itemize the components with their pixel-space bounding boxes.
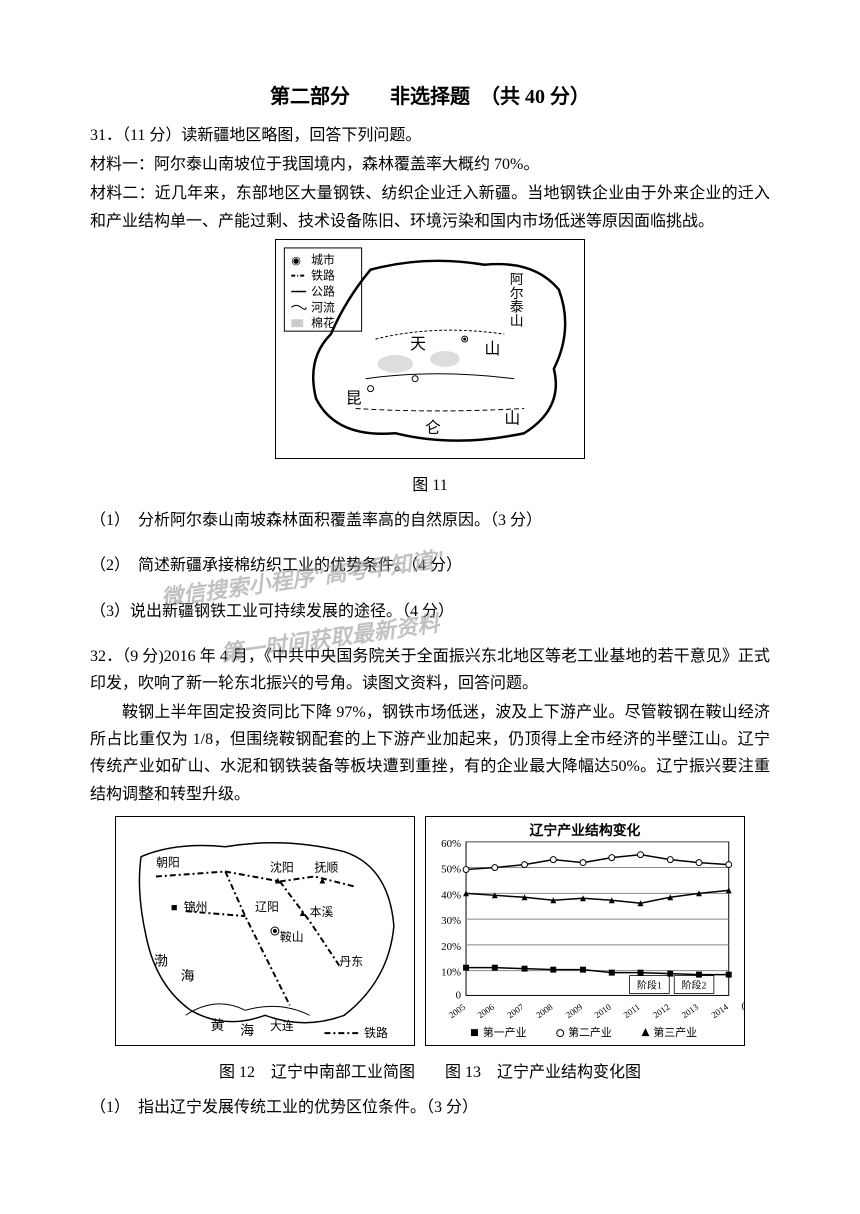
svg-text:阿尔泰山: 阿尔泰山	[507, 271, 524, 327]
svg-text:海: 海	[181, 968, 195, 984]
svg-text:◉: ◉	[291, 255, 301, 267]
svg-text:鞍山: 鞍山	[280, 930, 304, 944]
svg-text:丹东: 丹东	[339, 955, 363, 969]
section-title: 第二部分 非选择题 （共 40 分）	[90, 80, 770, 114]
svg-text:阶段2: 阶段2	[682, 978, 707, 991]
svg-text:棉花: 棉花	[311, 316, 335, 330]
q31-sub1: （1） 分析阿尔泰山南坡森林面积覆盖率高的自然原因。（3 分）	[90, 507, 770, 534]
svg-text:山: 山	[504, 409, 520, 427]
map12-svg: 朝阳 ■锦州 沈阳▲ 抚顺▲ 辽阳 本溪▲ 鞍山 丹东 大连 渤 海 黄 海 铁…	[115, 816, 415, 1046]
figures-row: 朝阳 ■锦州 沈阳▲ 抚顺▲ 辽阳 本溪▲ 鞍山 丹东 大连 渤 海 黄 海 铁…	[90, 816, 770, 1055]
svg-text:朝阳: 朝阳	[156, 855, 180, 869]
q31-material1: 材料一：阿尔泰山南坡位于我国境内，森林覆盖率大概约 70%。	[90, 151, 770, 178]
svg-text:40%: 40%	[441, 889, 461, 901]
svg-text:大连: 大连	[270, 1019, 294, 1033]
svg-text:本溪: 本溪	[310, 905, 334, 919]
svg-text:公路: 公路	[311, 284, 335, 298]
q31-sub2: （2） 简述新疆承接棉纺织工业的优势条件。（4 分）	[90, 552, 770, 579]
svg-text:城市: 城市	[311, 253, 335, 267]
q32-sub1: （1） 指出辽宁发展传统工业的优势区位条件。（3 分）	[90, 1094, 770, 1121]
svg-text:黄: 黄	[210, 1018, 224, 1034]
svg-text:沈阳: 沈阳	[270, 860, 294, 874]
svg-text:河流: 河流	[311, 300, 335, 314]
svg-text:■: ■	[171, 902, 178, 914]
svg-text:60%: 60%	[441, 838, 461, 850]
q31-sub3: （3）说出新疆钢铁工业可持续发展的途径。（4 分）	[90, 598, 770, 625]
svg-text:辽宁产业结构变化: 辽宁产业结构变化	[530, 822, 641, 839]
fig11-caption: 图 11	[90, 472, 770, 499]
q31-header: 31．（11 分）读新疆地区略图，回答下列问题。	[90, 122, 770, 149]
q31-material2: 材料二：近几年来，东部地区大量钢铁、纺织企业迁入新疆。当地钢铁企业由于外来企业的…	[90, 180, 770, 234]
svg-text:(年): (年)	[742, 998, 745, 1011]
svg-text:▲: ▲	[298, 908, 308, 919]
svg-text:辽阳: 辽阳	[255, 900, 279, 914]
svg-text:10%: 10%	[441, 966, 461, 978]
chart13-svg: 辽宁产业结构变化 60% 50% 40% 30% 20% 10% 0 阶段1 阶…	[425, 816, 745, 1046]
svg-text:▲: ▲	[273, 875, 283, 886]
svg-text:50%: 50%	[441, 863, 461, 875]
svg-text:20%: 20%	[441, 941, 461, 953]
svg-text:0: 0	[456, 989, 462, 1001]
svg-text:▲: ▲	[318, 875, 328, 886]
svg-text:仑: 仑	[425, 419, 441, 437]
caption-row: 图 12 辽宁中南部工业简图 图 13 辽宁产业结构变化图	[90, 1059, 770, 1086]
fig12-caption: 图 12 辽宁中南部工业简图	[219, 1059, 415, 1086]
svg-text:抚顺: 抚顺	[315, 860, 339, 874]
svg-text:锦州: 锦州	[184, 900, 208, 914]
svg-text:昆: 昆	[346, 390, 362, 407]
svg-text:第三产业: 第三产业	[653, 1025, 697, 1039]
fig13-caption: 图 13 辽宁产业结构变化图	[445, 1059, 641, 1086]
svg-text:铁路: 铁路	[364, 1026, 388, 1040]
svg-text:第二产业: 第二产业	[568, 1025, 612, 1039]
map11-svg: ◉ 城市 铁路 公路 河流 棉花 阿尔泰山 天 山 昆 仑 山	[275, 239, 585, 459]
svg-text:阶段1: 阶段1	[637, 978, 662, 991]
svg-text:山: 山	[485, 340, 501, 358]
svg-text:渤: 渤	[154, 954, 168, 970]
svg-text:海: 海	[240, 1023, 254, 1039]
svg-text:天: 天	[410, 336, 426, 353]
map11-container: ◉ 城市 铁路 公路 河流 棉花 阿尔泰山 天 山 昆 仑 山	[90, 239, 770, 468]
q32-para: 鞍钢上半年固定投资同比下降 97%，钢铁市场低迷，波及上下游产业。尽管鞍钢在鞍山…	[90, 699, 770, 808]
svg-text:第一产业: 第一产业	[483, 1025, 527, 1039]
svg-text:30%: 30%	[441, 915, 461, 927]
q32-header: 32．（9 分)2016 年 4 月，《中共中央国务院关于全面振兴东北地区等老工…	[90, 643, 770, 697]
svg-text:铁路: 铁路	[311, 268, 335, 282]
